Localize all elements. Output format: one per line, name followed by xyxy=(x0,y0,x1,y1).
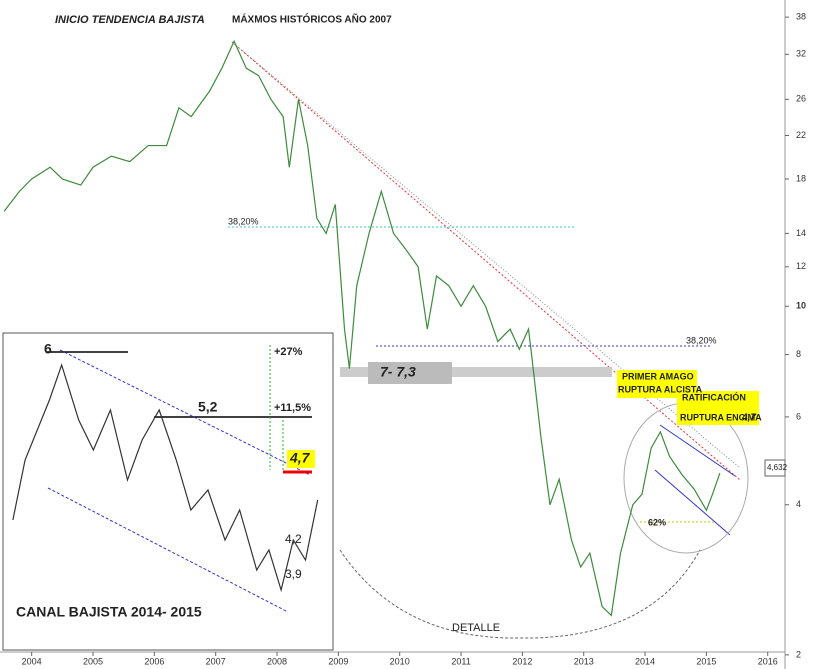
y-tick-label: 2 xyxy=(796,649,801,659)
price-line xyxy=(3,39,721,617)
y-tick-label: 18 xyxy=(796,173,806,183)
y-tick-label: 4 xyxy=(796,499,801,509)
channel-line xyxy=(47,487,289,613)
x-tick-label: 2006 xyxy=(144,656,164,666)
annotation: 4,7 xyxy=(741,413,756,424)
y-tick-label: 10 xyxy=(796,301,806,311)
x-tick-label: 2008 xyxy=(267,656,287,666)
x-tick-label: 2011 xyxy=(451,656,470,666)
y-tick-label: 32 xyxy=(796,49,806,59)
x-tick-label: 2005 xyxy=(83,656,103,666)
y-tick-label: 22 xyxy=(796,130,806,140)
support-band xyxy=(340,367,612,377)
annotation: +11,5% xyxy=(274,402,311,414)
x-tick-label: 2016 xyxy=(758,656,778,666)
annotation: 38,20% xyxy=(686,335,717,345)
annotation: PRIMER AMAGO xyxy=(622,371,694,381)
y-tick-label: 38 xyxy=(796,11,806,21)
annotation: 3,9 xyxy=(285,567,302,581)
annotation: CANAL BAJISTA 2014- 2015 xyxy=(16,604,202,620)
x-tick-label: 2014 xyxy=(635,656,655,666)
annotation: 5,2 xyxy=(198,399,218,415)
y-tick-label: 6 xyxy=(796,411,801,421)
annotation: 6 xyxy=(44,341,52,357)
x-tick-label: 2010 xyxy=(390,656,410,666)
annotation: +27% xyxy=(274,346,303,358)
inset-frame xyxy=(2,332,334,651)
annotation: MÁXMOS HISTÓRICOS AÑO 2007 xyxy=(232,13,392,26)
y-tick-label: 8 xyxy=(796,349,801,359)
annotation: 4,632 xyxy=(767,463,788,472)
annotation: 4,2 xyxy=(285,532,302,546)
y-tick-label: 12 xyxy=(796,261,806,271)
channel-line xyxy=(654,469,731,536)
annotation: RATIFICACIÓN xyxy=(682,391,746,402)
note-box xyxy=(287,450,315,468)
inset-plot: 6 5,2 +27% +11,5% 4,7 4,2 3,9 CANAL BAJISTA 201… xyxy=(12,341,319,620)
annotation: DETALLE xyxy=(452,622,500,634)
annotation: RUPTURA ENCIMA xyxy=(680,412,762,422)
note-box xyxy=(677,391,759,425)
x-tick-label: 2012 xyxy=(512,656,532,666)
x-tick-label: 2007 xyxy=(206,656,226,666)
main-plot: 2 4 6 8 10 12 14 18 22 26 32 38 2004 2005 2006 2007 2008… xyxy=(3,11,806,666)
channel-line xyxy=(659,424,736,477)
channel-line xyxy=(59,349,311,476)
annotation: 7- 7,3 xyxy=(380,364,416,380)
annotation: INICIO TENDENCIA BAJISTA xyxy=(55,14,205,26)
x-tick-label: 2013 xyxy=(574,656,594,666)
annotation: 4,7 xyxy=(289,450,311,466)
x-tick-label: 2015 xyxy=(696,656,716,666)
y-tick-label: 26 xyxy=(796,94,806,104)
x-tick-label: 2004 xyxy=(22,656,42,666)
annotation: RUPTURA ALCISTA xyxy=(618,384,703,394)
x-tick-label: 2009 xyxy=(328,656,348,666)
annotation: 62% xyxy=(648,517,666,527)
price-box xyxy=(764,459,786,477)
price-line xyxy=(12,363,319,593)
support-box xyxy=(368,362,452,384)
y-tick-label: 14 xyxy=(796,228,806,238)
annotation: 38,20% xyxy=(228,216,259,226)
